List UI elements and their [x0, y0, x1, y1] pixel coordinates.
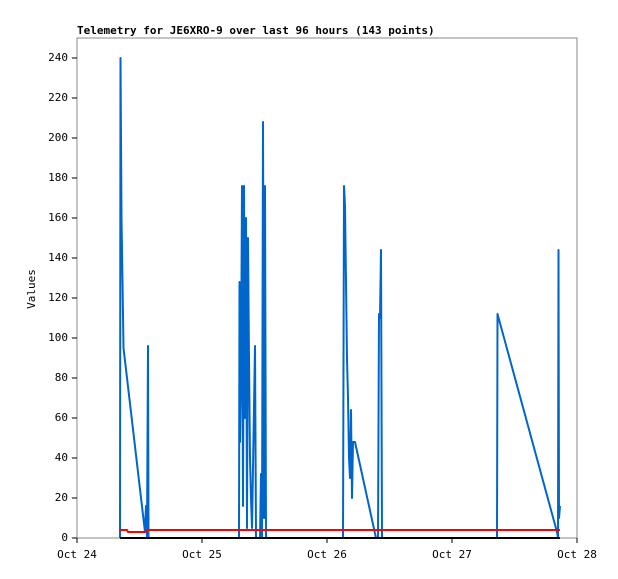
y-tick-label: 220: [48, 91, 68, 104]
x-tick-label: Oct 27: [432, 548, 472, 561]
y-tick-label: 120: [48, 291, 68, 304]
chart-title: Telemetry for JE6XRO-9 over last 96 hour…: [77, 24, 435, 37]
y-tick-label: 20: [55, 491, 68, 504]
y-tick-label: 100: [48, 331, 68, 344]
series-line: [120, 529, 560, 533]
y-tick-label: 200: [48, 131, 68, 144]
x-tick-label: Oct 26: [307, 548, 347, 561]
y-tick-label: 180: [48, 171, 68, 184]
x-tick-label: Oct 28: [557, 548, 597, 561]
y-axis-label: Values: [25, 269, 38, 309]
y-tick-label: 140: [48, 251, 68, 264]
y-tick-label: 80: [55, 371, 68, 384]
x-tick-label: Oct 25: [182, 548, 222, 561]
y-tick-label: 0: [61, 531, 68, 544]
y-tick-label: 40: [55, 451, 68, 464]
y-tick-label: 240: [48, 51, 68, 64]
y-tick-label: 160: [48, 211, 68, 224]
y-tick-label: 60: [55, 411, 68, 424]
x-tick-label: Oct 24: [57, 548, 97, 561]
